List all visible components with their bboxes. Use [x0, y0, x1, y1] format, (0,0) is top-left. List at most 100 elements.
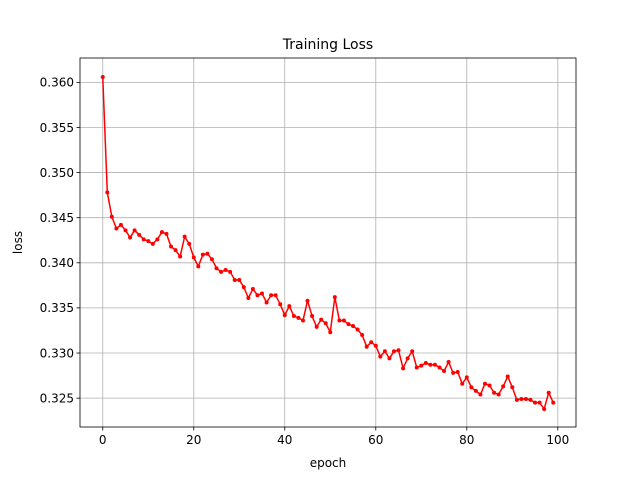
loss-point — [514, 397, 519, 402]
loss-point — [196, 264, 201, 269]
loss-point — [150, 241, 155, 246]
loss-point — [319, 317, 324, 322]
loss-point — [273, 293, 278, 298]
loss-point — [373, 343, 378, 348]
loss-point — [114, 226, 119, 231]
loss-point — [401, 366, 406, 371]
loss-point — [132, 228, 137, 233]
loss-point — [205, 251, 210, 256]
loss-point — [228, 269, 233, 274]
loss-point — [387, 356, 392, 361]
loss-point — [146, 239, 151, 244]
loss-point — [314, 324, 319, 329]
loss-point — [323, 321, 328, 326]
x-axis: 0 20 40 60 80 100 — [99, 427, 569, 447]
loss-point — [369, 340, 374, 345]
loss-point — [460, 381, 465, 386]
loss-point — [237, 277, 242, 282]
loss-point — [437, 365, 442, 370]
loss-point — [109, 214, 114, 219]
loss-point — [478, 392, 483, 397]
loss-point — [414, 365, 419, 370]
loss-point — [537, 400, 542, 405]
y-tick-label: 0.345 — [40, 211, 74, 225]
y-tick-label: 0.340 — [40, 256, 74, 270]
loss-point — [442, 369, 447, 374]
loss-point — [200, 252, 205, 257]
loss-point — [464, 375, 469, 380]
loss-point — [546, 390, 551, 395]
loss-point — [173, 248, 178, 253]
loss-point — [278, 302, 283, 307]
loss-point — [219, 269, 224, 274]
loss-point — [492, 390, 497, 395]
loss-point — [355, 327, 360, 332]
series-layer — [100, 74, 556, 411]
loss-point — [159, 230, 164, 235]
loss-point — [423, 360, 428, 365]
loss-point — [287, 304, 292, 309]
x-tick-label: 100 — [546, 433, 569, 447]
x-tick-label: 20 — [186, 433, 201, 447]
loss-point — [187, 241, 192, 246]
loss-point — [232, 277, 237, 282]
loss-point — [469, 385, 474, 390]
loss-point — [455, 369, 460, 374]
y-tick-label: 0.350 — [40, 166, 74, 180]
loss-point — [487, 383, 492, 388]
loss-point — [260, 291, 265, 296]
grid-lines — [80, 58, 576, 427]
loss-point — [378, 354, 383, 359]
loss-point — [332, 295, 337, 300]
loss-point — [123, 228, 128, 233]
loss-point — [446, 360, 451, 365]
loss-point — [250, 286, 255, 291]
loss-point — [391, 349, 396, 354]
loss-point — [496, 392, 501, 397]
loss-point — [264, 300, 269, 305]
loss-point — [164, 231, 169, 236]
loss-point — [533, 400, 538, 405]
loss-point — [300, 318, 305, 323]
loss-point — [310, 314, 315, 319]
loss-point — [523, 397, 528, 402]
x-tick-label: 40 — [277, 433, 292, 447]
loss-point — [505, 374, 510, 379]
x-tick-label: 0 — [99, 433, 107, 447]
loss-point — [182, 234, 187, 239]
plot-frame — [79, 57, 577, 428]
x-tick-label: 80 — [459, 433, 474, 447]
loss-point — [155, 237, 160, 242]
loss-line — [102, 76, 554, 410]
loss-point — [360, 332, 365, 337]
loss-point — [246, 295, 251, 300]
loss-point — [405, 356, 410, 361]
loss-point — [223, 268, 228, 273]
loss-point — [209, 257, 214, 262]
loss-point — [510, 385, 515, 390]
loss-point — [105, 190, 110, 195]
loss-point — [364, 344, 369, 349]
loss-point — [337, 318, 342, 323]
loss-point — [419, 363, 424, 368]
loss-point — [137, 232, 142, 237]
loss-point — [346, 322, 351, 327]
loss-point — [169, 244, 174, 249]
loss-point — [305, 298, 310, 303]
loss-point — [341, 318, 346, 323]
loss-point — [128, 235, 133, 240]
chart-title: Training Loss — [282, 37, 373, 53]
loss-point — [178, 254, 183, 259]
y-tick-label: 0.325 — [40, 391, 74, 405]
loss-point — [501, 384, 506, 389]
y-tick-label: 0.330 — [40, 346, 74, 360]
loss-point — [351, 323, 356, 328]
loss-point — [542, 406, 547, 411]
x-axis-label: epoch — [310, 456, 347, 470]
loss-point — [282, 313, 287, 318]
loss-point — [519, 397, 524, 402]
loss-point — [382, 349, 387, 354]
loss-point — [269, 293, 274, 298]
